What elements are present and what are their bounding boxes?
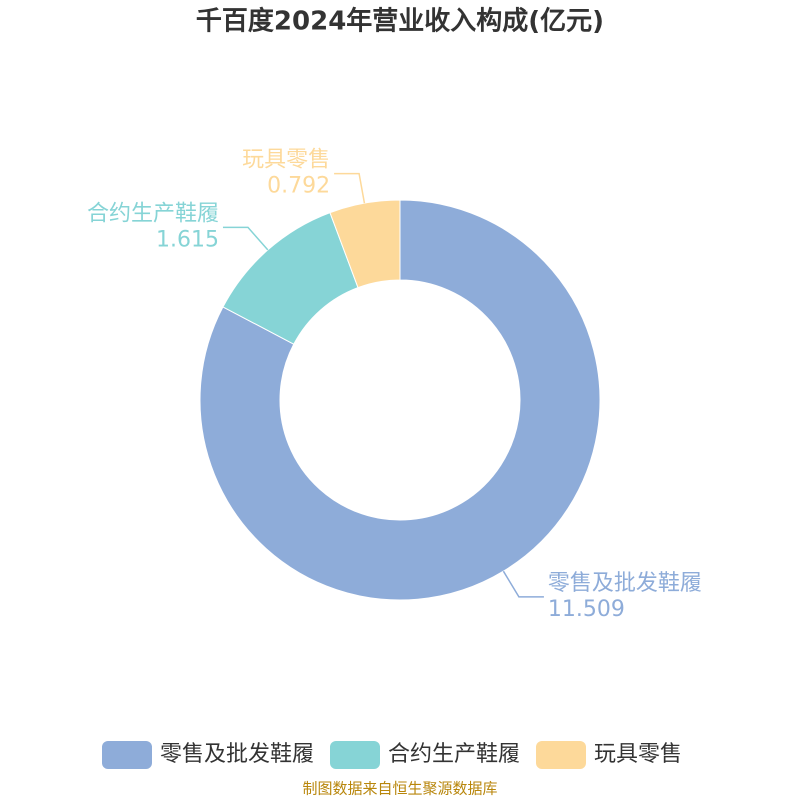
data-label-name: 玩具零售 bbox=[242, 148, 330, 173]
data-label-value: 1.615 bbox=[156, 227, 219, 252]
chart-title: 千百度2024年营业收入构成(亿元) bbox=[196, 6, 604, 37]
data-label-value: 11.509 bbox=[548, 597, 625, 622]
legend-label: 玩具零售 bbox=[594, 742, 682, 767]
legend-swatch bbox=[102, 741, 152, 769]
donut-slice bbox=[199, 199, 601, 601]
leader-line bbox=[502, 570, 544, 598]
data-label-name: 合约生产鞋履 bbox=[87, 201, 219, 226]
legend-swatch bbox=[330, 741, 380, 769]
legend-label: 合约生产鞋履 bbox=[388, 742, 520, 767]
leader-line bbox=[334, 172, 366, 204]
source-note: 制图数据来自恒生聚源数据库 bbox=[302, 780, 497, 798]
donut-slice bbox=[329, 199, 401, 289]
data-label-value: 0.792 bbox=[267, 174, 330, 199]
legend-swatch bbox=[536, 741, 586, 769]
data-label-name: 零售及批发鞋履 bbox=[548, 571, 702, 596]
leader-line bbox=[222, 226, 269, 251]
legend-label: 零售及批发鞋履 bbox=[160, 742, 314, 767]
